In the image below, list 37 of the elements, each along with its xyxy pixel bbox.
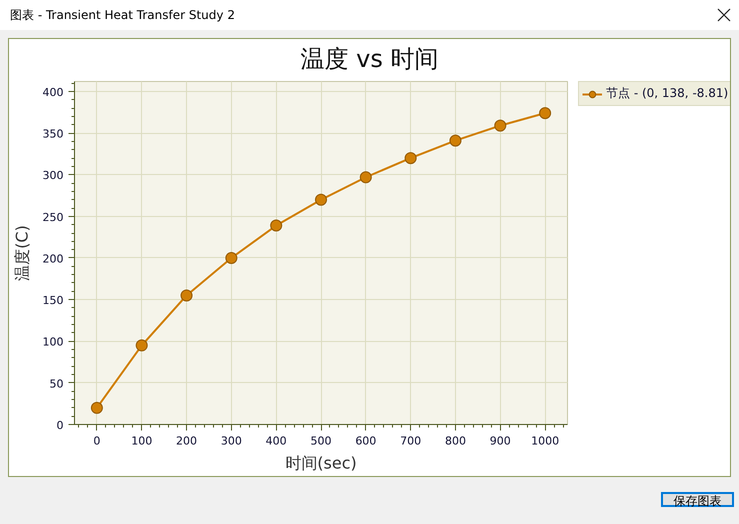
y-tick-label: 400 [42,86,64,99]
text: 图表 - Transient Heat Transfer Study 2 [10,7,235,24]
y-tick-label: 250 [42,210,64,224]
x-tick-label: 500 [310,434,332,448]
y-tick-label: 100 [42,336,64,349]
point [494,120,506,132]
point [360,171,372,184]
x-tick-label: 400 [266,434,287,448]
x-tick-label: 800 [444,434,466,448]
x-tick-label: 1000 [531,434,560,448]
point [449,134,462,147]
y-tick-label: 150 [42,294,64,308]
x-tick-label: 600 [355,434,376,448]
y-tick-label: 200 [42,252,64,266]
y-axis-title: 温度(C) [12,225,32,281]
y-tick-label: 300 [42,169,64,182]
point [270,220,282,232]
x-tick-label: 900 [490,434,511,448]
button: 保存图表 [661,492,734,507]
chart-title: 温度 vs 时间 [300,44,438,75]
point [136,339,148,352]
y-tick-label: 0 [56,419,64,432]
y-tick-label: 350 [42,128,64,141]
legend-label: 节点 - (0, 138, -8.81) [606,85,728,102]
x-axis-title: 时间(sec) [285,454,357,472]
x-tick-label: 200 [176,434,198,448]
x-tick-label: 300 [220,434,242,448]
y-tick-label: 50 [50,377,64,390]
point [180,289,193,302]
x-tick-label: 700 [400,434,422,448]
point [90,402,103,414]
point [539,107,552,120]
point [315,194,327,206]
x-tick-label: 100 [131,434,152,448]
point [404,152,417,164]
x-tick-label: 0 [93,434,100,448]
point [225,252,238,264]
